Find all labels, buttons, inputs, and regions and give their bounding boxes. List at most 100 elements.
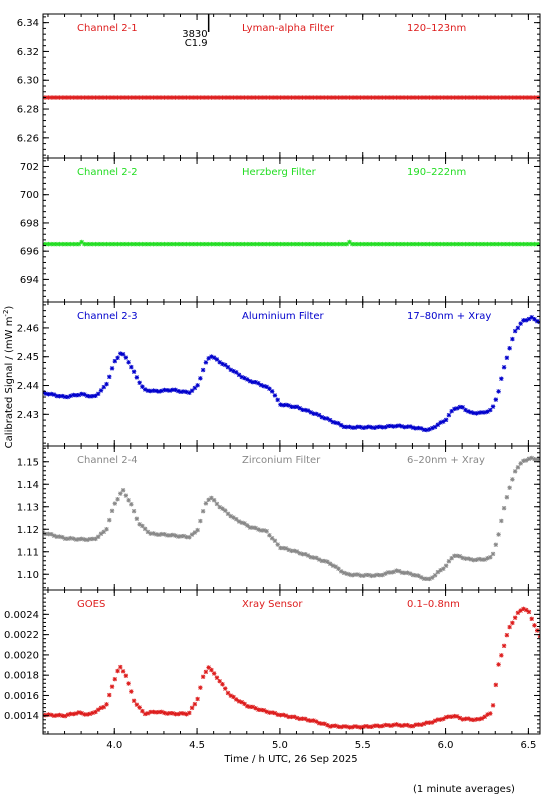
data-point xyxy=(173,533,178,538)
data-point xyxy=(242,95,247,100)
data-point xyxy=(225,511,231,516)
data-point xyxy=(512,328,518,334)
data-point xyxy=(209,667,214,673)
data-point xyxy=(247,704,253,710)
data-point xyxy=(261,95,267,100)
data-point xyxy=(515,325,521,331)
data-point xyxy=(316,241,322,247)
data-point xyxy=(162,387,167,393)
data-point xyxy=(325,95,330,100)
data-point xyxy=(488,555,493,560)
data-point xyxy=(137,95,142,100)
band-label: 0.1–0.8nm xyxy=(407,599,460,610)
data-point xyxy=(269,389,275,394)
channel-label: GOES xyxy=(77,599,105,610)
data-point xyxy=(490,404,496,409)
data-point xyxy=(283,95,289,100)
data-point xyxy=(336,421,341,426)
data-point xyxy=(350,425,355,430)
data-point xyxy=(239,520,244,525)
data-point xyxy=(336,724,341,729)
data-point xyxy=(341,241,347,247)
data-point xyxy=(479,95,485,100)
data-point xyxy=(90,536,95,542)
data-point xyxy=(236,241,242,247)
data-point xyxy=(535,319,540,324)
data-point xyxy=(112,676,117,682)
data-point xyxy=(443,563,449,568)
data-point xyxy=(104,526,109,532)
data-point xyxy=(388,723,394,728)
data-point xyxy=(507,346,512,351)
data-point xyxy=(416,95,421,100)
y-tick-label: 6.26 xyxy=(17,133,39,144)
y-tick-label: 0.0018 xyxy=(4,671,39,682)
data-point xyxy=(173,387,178,393)
data-point xyxy=(126,360,131,365)
data-point xyxy=(112,358,117,364)
data-point xyxy=(322,241,327,247)
y-axis-2: 694 696 698 700 702 xyxy=(20,160,540,303)
x-tick-label: 5.0 xyxy=(272,740,288,751)
data-point xyxy=(209,95,214,100)
data-point xyxy=(441,241,446,247)
data-point xyxy=(352,572,358,577)
data-point xyxy=(269,241,275,247)
data-point xyxy=(79,391,84,397)
data-point xyxy=(485,409,490,414)
data-point xyxy=(228,241,233,247)
panel-frame xyxy=(42,13,541,159)
data-point xyxy=(245,704,250,709)
data-point xyxy=(283,546,289,551)
series-1 xyxy=(43,95,540,100)
data-point xyxy=(142,95,148,100)
data-point xyxy=(256,381,261,386)
y-tick-label: 702 xyxy=(20,162,39,173)
data-point xyxy=(154,95,159,100)
data-point xyxy=(496,662,501,667)
data-point xyxy=(474,95,479,100)
data-point xyxy=(529,241,534,247)
data-point xyxy=(521,458,526,464)
data-point xyxy=(383,95,388,100)
data-point xyxy=(242,521,247,526)
filter-label: Zirconium Filter xyxy=(242,455,321,466)
data-point xyxy=(507,241,512,247)
data-point xyxy=(479,410,485,415)
data-point xyxy=(333,723,338,728)
data-point xyxy=(308,410,314,415)
y-tick-label: 2.43 xyxy=(17,410,39,421)
data-point xyxy=(256,707,261,712)
data-point xyxy=(361,573,366,579)
data-point xyxy=(499,95,504,100)
averaging-note: (1 minute averages) xyxy=(413,784,515,795)
data-point xyxy=(228,95,233,100)
data-point xyxy=(466,95,471,100)
data-point xyxy=(93,241,98,247)
data-point xyxy=(223,95,228,100)
data-point xyxy=(140,523,145,529)
data-point xyxy=(396,241,402,247)
data-point xyxy=(211,355,217,360)
data-point xyxy=(374,424,380,430)
data-point xyxy=(427,95,432,100)
data-point xyxy=(501,505,507,511)
data-point xyxy=(90,710,95,716)
data-point xyxy=(352,724,358,729)
data-point xyxy=(325,241,330,247)
data-point xyxy=(363,241,369,247)
data-point xyxy=(372,95,377,100)
data-point xyxy=(327,417,333,423)
y-axis-4: 1.10 1.11 1.12 1.13 1.14 1.15 xyxy=(17,447,540,589)
data-point xyxy=(471,410,476,416)
data-point xyxy=(209,495,214,501)
data-point xyxy=(76,710,82,715)
data-point xyxy=(408,424,413,429)
data-point xyxy=(468,717,474,722)
data-point xyxy=(211,498,217,503)
data-point xyxy=(261,383,267,389)
data-point xyxy=(286,241,291,247)
data-point xyxy=(286,403,291,408)
data-point xyxy=(532,241,537,247)
data-point xyxy=(68,711,73,717)
